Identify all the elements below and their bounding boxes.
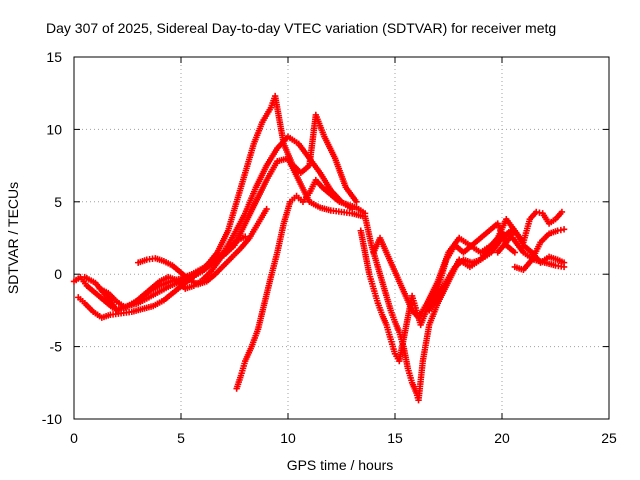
data-point [353, 198, 360, 205]
plot-frame [73, 56, 610, 420]
y-tick-label: -5 [50, 339, 63, 355]
data-point [558, 208, 566, 216]
y-tick-label: 10 [46, 121, 62, 137]
axis-ticks: 0 5 10 15 20 25 -10 -5 0 5 10 15 [42, 49, 617, 446]
data-markers [70, 92, 568, 404]
y-tick-label: 15 [46, 49, 62, 65]
y-axis-label: SDTVAR / TECUs [5, 182, 21, 294]
y-tick-label: -10 [42, 411, 62, 427]
chart-title: Day 307 of 2025, Sidereal Day-to-day VTE… [46, 20, 556, 36]
x-tick-label: 0 [70, 430, 78, 446]
data-point [560, 226, 568, 233]
x-tick-label: 25 [601, 430, 617, 446]
x-tick-label: 10 [280, 430, 296, 446]
data-point [560, 259, 568, 266]
x-tick-label: 20 [494, 430, 510, 446]
data-point [263, 205, 270, 213]
x-tick-label: 5 [177, 430, 185, 446]
grid [74, 57, 609, 419]
y-tick-label: 5 [54, 194, 62, 210]
y-tick-label: 0 [54, 266, 62, 282]
x-tick-label: 15 [387, 430, 403, 446]
data-point [511, 249, 519, 256]
x-axis-label: GPS time / hours [287, 457, 394, 473]
